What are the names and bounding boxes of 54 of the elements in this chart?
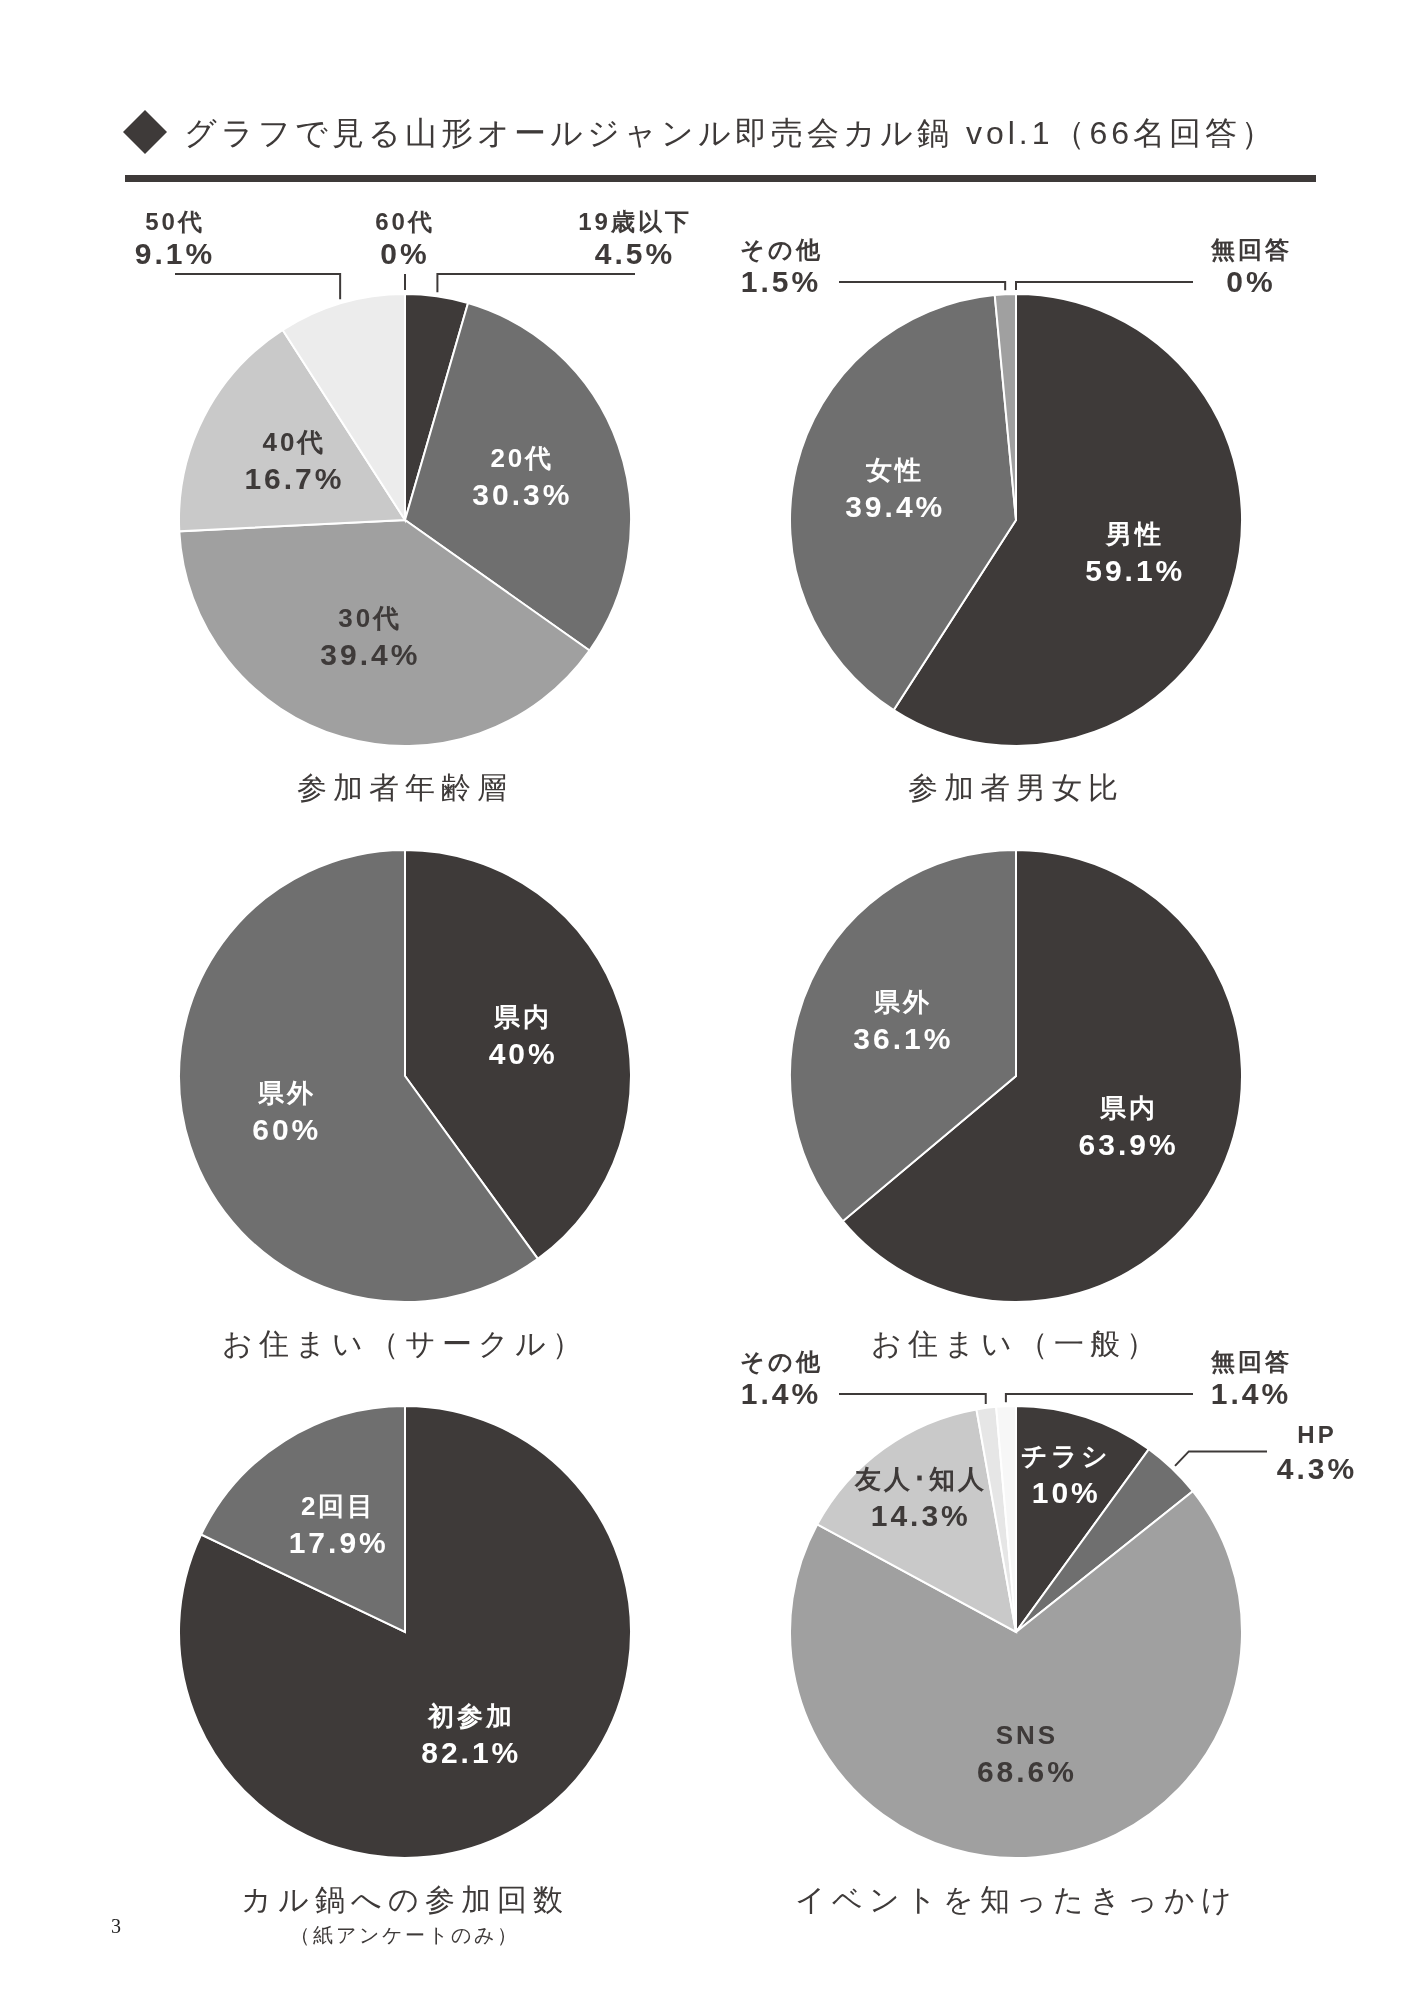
data-label: 10% — [1031, 1476, 1101, 1510]
slice-label: 県外 — [256, 1078, 316, 1109]
data-label: 4.5% — [594, 237, 676, 270]
slice-label: SNS — [995, 1719, 1059, 1750]
slice-label: チラシ — [1021, 1441, 1112, 1472]
slice-label: 県外 — [873, 987, 933, 1018]
slice-label: 20代 — [490, 443, 555, 473]
text: （紙アンケートのみ） — [290, 1924, 520, 1946]
data-label: 30.3% — [472, 478, 573, 511]
text: カル鍋への参加回数 — [241, 1883, 569, 1916]
slice-label: その他 — [739, 1348, 823, 1375]
slice-label: 県内 — [1098, 1092, 1158, 1123]
data-label: 40% — [488, 1036, 558, 1070]
text: 0% — [1226, 265, 1276, 298]
slice-label: 40代 — [262, 427, 327, 458]
text: 0% — [380, 237, 430, 270]
data-label: 17.9% — [288, 1525, 389, 1559]
text: 3 — [111, 1915, 121, 1937]
slice-label: 無回答 — [1209, 1348, 1292, 1375]
slice-label: 初参加 — [426, 1701, 515, 1732]
data-label: 1.4% — [740, 1377, 822, 1410]
slice-label: 19歳以下 — [578, 208, 692, 235]
pie-slice — [178, 1405, 632, 1859]
text: イベントを知ったきっかけ — [794, 1883, 1238, 1916]
data-label: 1.4% — [1210, 1377, 1292, 1410]
data-label: 14.3% — [870, 1499, 971, 1533]
text: お住まい（サークル） — [222, 1327, 588, 1360]
slice-label: 県内 — [493, 1001, 553, 1032]
text: お住まい（一般） — [870, 1327, 1162, 1360]
data-label: 82.1% — [421, 1736, 522, 1770]
slice-label: 友人･知人 — [853, 1464, 987, 1495]
data-label: 63.9% — [1078, 1127, 1179, 1161]
category-label: 無回答 — [1210, 236, 1292, 263]
category-label: 60代 — [375, 208, 435, 235]
data-label: 39.4% — [845, 489, 946, 523]
slice-label: その他 — [739, 236, 823, 263]
slice-label: 男性 — [1105, 519, 1165, 550]
text: グラフで見る山形オールジャンル即売会カル鍋 vol.1（66名回答） — [184, 115, 1278, 151]
data-label: 59.1% — [1085, 554, 1186, 588]
data-label: 16.7% — [244, 462, 345, 496]
text: 参加者男女比 — [908, 771, 1124, 804]
slice-label: 女性 — [865, 454, 925, 485]
data-label: 4.3% — [1276, 1452, 1358, 1486]
text: 参加者年齢層 — [297, 771, 513, 804]
data-label: 36.1% — [853, 1022, 954, 1056]
data-label: 9.1% — [134, 237, 216, 270]
data-label: 60% — [252, 1113, 322, 1147]
data-label: 68.6% — [976, 1754, 1077, 1788]
slice-label: 2回目 — [300, 1490, 377, 1521]
data-label: 1.5% — [740, 265, 822, 298]
slice-label: 30代 — [338, 603, 403, 634]
slice-label: 50代 — [145, 208, 205, 235]
data-label: 39.4% — [320, 638, 421, 672]
slice-label: HP — [1297, 1421, 1337, 1449]
